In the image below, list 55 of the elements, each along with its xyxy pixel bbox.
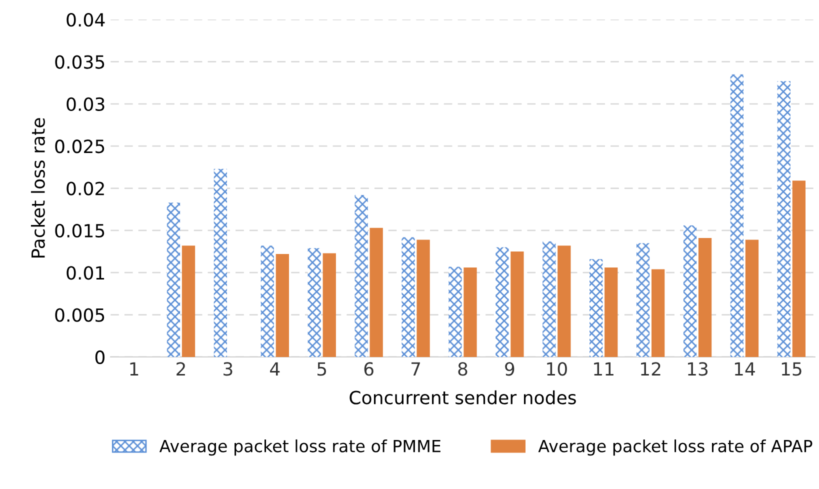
y-tick-label: 0.03 bbox=[66, 97, 104, 112]
x-tick-label: 9 bbox=[505, 362, 514, 376]
bar bbox=[558, 246, 571, 357]
bar bbox=[510, 252, 524, 357]
y-tick-label: 0.035 bbox=[55, 55, 104, 69]
x-tick-label: 5 bbox=[318, 362, 326, 376]
x-tick-label: 3 bbox=[224, 362, 232, 376]
bar bbox=[464, 268, 477, 357]
bar bbox=[322, 253, 336, 357]
bar bbox=[542, 241, 556, 357]
bar bbox=[402, 237, 415, 357]
legend-label: Average packet loss rate of APAP bbox=[538, 439, 812, 456]
x-tick-label: 10 bbox=[547, 362, 567, 376]
x-tick-label: 2 bbox=[176, 362, 185, 376]
bar bbox=[166, 202, 180, 357]
bar bbox=[354, 195, 368, 357]
x-tick-label: 7 bbox=[412, 362, 420, 376]
bar bbox=[636, 243, 650, 357]
x-tick-label: 4 bbox=[270, 362, 280, 376]
bar bbox=[745, 240, 759, 357]
legend-label: Average packet loss rate of PMME bbox=[159, 439, 440, 456]
x-tick-label: 11 bbox=[594, 362, 614, 376]
bar bbox=[276, 254, 289, 357]
y-tick-label: 0.04 bbox=[66, 13, 105, 27]
bar bbox=[416, 240, 430, 357]
bar bbox=[496, 247, 509, 357]
y-tick-label: 0.005 bbox=[55, 308, 104, 322]
bar bbox=[652, 269, 665, 357]
y-tick-label: 0.015 bbox=[55, 224, 104, 238]
x-axis-title: Concurrent sender nodes bbox=[350, 390, 576, 404]
x-tick-label: 12 bbox=[641, 362, 660, 376]
y-tick-label: 0.02 bbox=[66, 182, 104, 196]
bar bbox=[604, 268, 618, 357]
bar bbox=[182, 246, 196, 357]
x-tick-label: 14 bbox=[734, 362, 755, 376]
y-axis-title: Packet loss rate bbox=[30, 118, 45, 258]
bar bbox=[590, 259, 603, 357]
x-tick-label: 13 bbox=[688, 362, 708, 376]
bar bbox=[260, 246, 274, 357]
x-tick-label: 1 bbox=[130, 362, 138, 376]
y-tick-label: 0.01 bbox=[66, 266, 104, 280]
bar bbox=[683, 225, 697, 357]
x-tick-label: 6 bbox=[364, 362, 374, 376]
bar bbox=[698, 238, 712, 357]
bar bbox=[448, 266, 462, 357]
y-tick-label: 0.025 bbox=[55, 140, 104, 154]
bar bbox=[214, 168, 228, 357]
bar bbox=[777, 81, 790, 357]
bar bbox=[308, 248, 321, 357]
bar bbox=[792, 180, 806, 357]
x-tick-label: 8 bbox=[458, 362, 468, 376]
x-tick-label: 15 bbox=[782, 362, 802, 376]
bar bbox=[730, 74, 744, 357]
bar bbox=[370, 228, 383, 357]
y-tick-label: 0 bbox=[95, 350, 105, 364]
